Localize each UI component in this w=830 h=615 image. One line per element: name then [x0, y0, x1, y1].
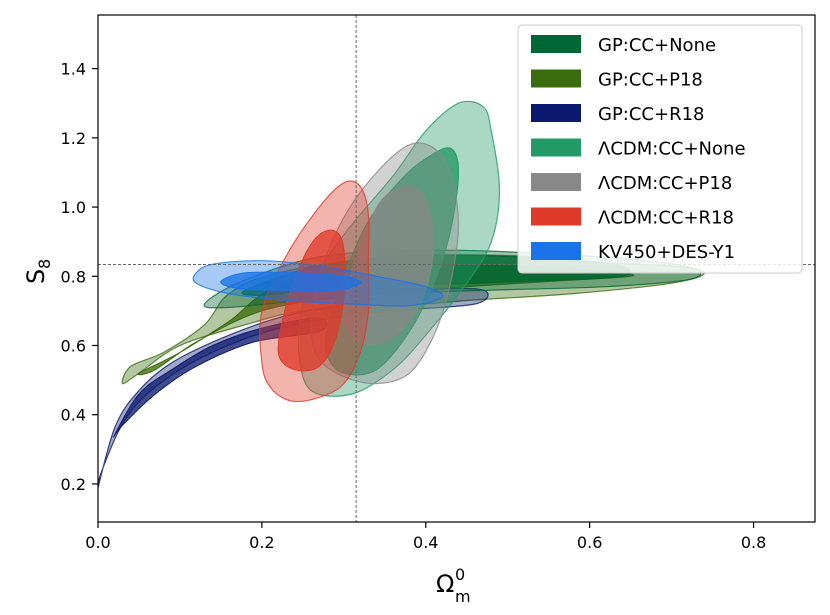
legend-swatch-lambdacdm-cc-none — [531, 138, 581, 157]
contour-kv450-des-y1-1sigma — [220, 271, 361, 292]
y-axis-title-main: S — [22, 269, 50, 284]
legend-label-lambdacdm-cc-none: ΛCDM:CC+None — [598, 139, 746, 160]
legend-swatch-gp-cc-p18 — [531, 69, 581, 88]
x-axis-title-main: Ω — [436, 570, 454, 598]
legend-swatch-gp-cc-r18 — [531, 104, 581, 122]
legend-label-gp-cc-none: GP:CC+None — [598, 35, 716, 56]
legend-swatch-lambdacdm-cc-r18 — [531, 207, 581, 226]
x-tick-label: 0.6 — [577, 533, 602, 552]
y-axis: 0.2 0.4 0.6 0.8 1.0 1.2 1.4 — [61, 60, 98, 494]
x-tick-label: 0.2 — [249, 533, 274, 552]
legend-swatch-kv450-des-y1 — [531, 242, 581, 260]
x-axis: 0.0 0.2 0.4 0.6 0.8 — [85, 522, 766, 552]
contour-layer — [98, 100, 706, 491]
legend: GP:CC+None GP:CC+P18 GP:CC+R18 ΛCDM:CC+None… — [517, 24, 803, 274]
y-axis-title: S 8 — [22, 259, 54, 284]
contour-lambdacdm-cc-r18 — [259, 180, 370, 403]
y-tick-label: 0.4 — [61, 406, 86, 425]
y-tick-label: 0.2 — [61, 475, 86, 494]
y-tick-label: 1.4 — [61, 60, 86, 79]
legend-label-gp-cc-p18: GP:CC+P18 — [598, 70, 703, 91]
y-axis-title-sub: 8 — [35, 259, 54, 269]
y-tick-label: 0.6 — [61, 337, 86, 356]
legend-label-kv450-des-y1: KV450+DES-Y1 — [598, 242, 735, 263]
legend-label-lambdacdm-cc-p18: ΛCDM:CC+P18 — [598, 173, 732, 194]
x-axis-title-sup: 0 — [455, 565, 465, 584]
legend-swatch-lambdacdm-cc-p18 — [531, 173, 581, 191]
x-tick-label: 0.4 — [413, 533, 438, 552]
legend-frame — [517, 24, 803, 274]
contour-kv450-des-y1 — [192, 260, 444, 307]
x-tick-label: 0.0 — [85, 533, 110, 552]
legend-swatch-gp-cc-none — [531, 35, 581, 53]
plot-frame — [97, 14, 816, 523]
contour-lambdacdm-cc-r18-1sigma — [277, 229, 346, 372]
legend-label-lambdacdm-cc-r18: ΛCDM:CC+R18 — [598, 208, 734, 229]
x-axis-title: Ω — [436, 570, 454, 598]
x-tick-label: 0.8 — [741, 533, 766, 552]
y-tick-label: 1.0 — [61, 198, 86, 217]
y-tick-label: 0.8 — [61, 267, 86, 286]
x-axis-title-sub: m — [455, 587, 471, 606]
y-tick-label: 1.2 — [61, 129, 86, 148]
legend-label-gp-cc-r18: GP:CC+R18 — [598, 104, 705, 125]
